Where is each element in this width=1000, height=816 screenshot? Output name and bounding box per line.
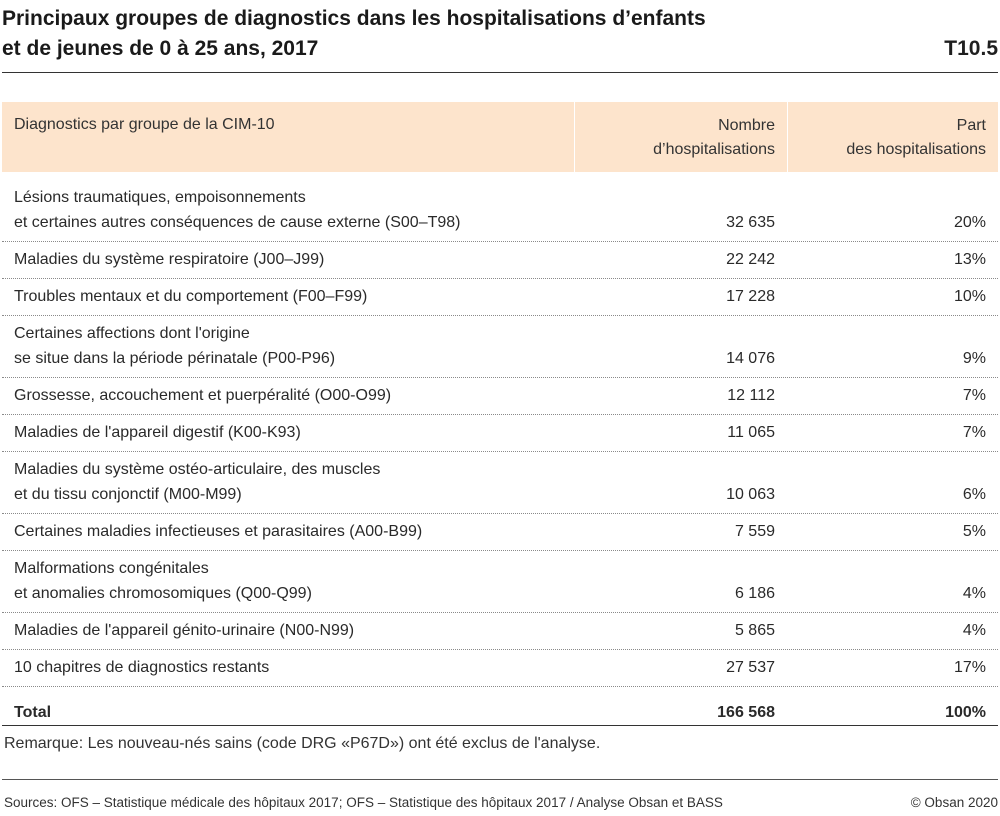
table-body: Lésions traumatiques, empoisonnements et … [2,180,998,687]
row-share: 4% [962,584,986,602]
row-share: 20% [953,213,986,231]
row-count: 17 228 [726,287,775,305]
row-label-line1: Maladies du système ostéo-articulaire, d… [14,461,381,478]
row-label-line1: Lésions traumatiques, empoisonnements [14,189,306,206]
row-count: 6 186 [734,584,775,602]
table-row: Grossesse, accouchement et puerpéralité … [2,378,998,415]
row-count: 27 537 [726,658,775,676]
row-share: 6% [962,485,986,503]
header-count-line2: d’hospitalisations [653,141,775,158]
row-label: Troubles mentaux et du comportement (F00… [2,285,574,310]
total-label: Total [14,703,52,721]
header-count-line1: Nombre [718,117,775,134]
table-row: Maladies du système ostéo-articulaire, d… [2,452,998,514]
row-label-line2: et certaines autres conséquences de caus… [14,213,461,231]
header-share-line2: des hospitalisations [846,141,986,158]
row-label: Malformations congénitales et anomalies c… [2,557,574,606]
row-share: 17% [953,658,986,676]
table-number: T10.5 [944,37,998,60]
row-share: 7% [962,386,986,404]
row-count: 7 559 [734,522,775,540]
table-row: Maladies de l'appareil génito-urinaire (… [2,613,998,650]
table-row-total: Total 166 568 100% [2,687,998,726]
row-count: 32 635 [726,213,775,231]
title-rule [2,72,998,73]
row-label-line1: Maladies du système respiratoire (J00–J9… [14,250,325,268]
table-row: Certaines maladies infectieuses et paras… [2,514,998,551]
header-count: Nombre d’hospitalisations [574,102,787,172]
row-label-line1: 10 chapitres de diagnostics restants [14,658,270,676]
total-share: 100% [945,703,986,721]
row-label-line1: Malformations congénitales [14,560,209,577]
copyright: © Obsan 2020 [910,795,998,810]
table-row: Maladies du système respiratoire (J00–J9… [2,242,998,279]
remark: Remarque: Les nouveau-nés sains (code DR… [4,735,601,752]
row-label: Lésions traumatiques, empoisonnements et … [2,186,574,235]
row-count: 5 865 [734,621,775,639]
page-title-line2: et de jeunes de 0 à 25 ans, 2017 [2,37,319,60]
row-share: 9% [962,349,986,367]
header-share-line1: Part [956,117,986,134]
table-row: Malformations congénitales et anomalies c… [2,551,998,613]
row-label: Certaines maladies infectieuses et paras… [2,520,574,545]
footer: Sources: OFS – Statistique médicale des … [4,795,998,810]
row-label: Maladies de l'appareil génito-urinaire (… [2,619,574,644]
row-share: 10% [953,287,986,305]
row-share: 5% [962,522,986,540]
table-row: Lésions traumatiques, empoisonnements et … [2,180,998,242]
row-count: 12 112 [727,386,775,404]
row-label: Maladies du système respiratoire (J00–J9… [2,248,574,273]
row-label-line2: et du tissu conjonctif (M00-M99) [14,485,242,503]
title-row2: et de jeunes de 0 à 25 ans, 2017 T10.5 [2,34,998,64]
row-label-line1: Troubles mentaux et du comportement (F00… [14,287,368,305]
title-block: Principaux groupes de diagnostics dans l… [2,4,998,64]
row-count: 22 242 [726,250,775,268]
table-row: 10 chapitres de diagnostics restants 27 5… [2,650,998,687]
row-label-line1: Certaines affections dont l'origine [14,325,250,342]
page-title-line1: Principaux groupes de diagnostics dans l… [2,7,706,30]
footer-rule [2,779,998,780]
row-label: Maladies du système ostéo-articulaire, d… [2,458,574,507]
row-count: 14 076 [726,349,775,367]
header-share: Part des hospitalisations [787,102,998,172]
row-label-line2: et anomalies chromosomiques (Q00-Q99) [14,584,312,602]
row-label: Certaines affections dont l'origine se si… [2,322,574,371]
total-count: 166 568 [717,703,775,721]
diagnostics-table: Diagnostics par groupe de la CIM-10 Nomb… [2,102,998,726]
row-share: 7% [962,423,986,441]
table-row: Certaines affections dont l'origine se si… [2,316,998,378]
row-label: Grossesse, accouchement et puerpéralité … [2,384,574,409]
table-header: Diagnostics par groupe de la CIM-10 Nomb… [2,102,998,172]
row-label: 10 chapitres de diagnostics restants [2,656,574,681]
row-label-line1: Grossesse, accouchement et puerpéralité … [14,386,392,404]
row-label-line1: Certaines maladies infectieuses et paras… [14,522,423,540]
row-share: 4% [962,621,986,639]
row-label-line1: Maladies de l'appareil génito-urinaire (… [14,621,355,639]
sources: Sources: OFS – Statistique médicale des … [4,795,723,810]
row-label-line2: se situe dans la période périnatale (P00… [14,349,336,367]
row-count: 11 065 [727,423,775,441]
table-row: Maladies de l'appareil digestif (K00-K93… [2,415,998,452]
row-count: 10 063 [726,485,775,503]
row-share: 13% [953,250,986,268]
row-label: Maladies de l'appareil digestif (K00-K93… [2,421,574,446]
row-label-line1: Maladies de l'appareil digestif (K00-K93… [14,423,301,441]
header-diagnostics: Diagnostics par groupe de la CIM-10 [14,116,275,133]
table-row: Troubles mentaux et du comportement (F00… [2,279,998,316]
